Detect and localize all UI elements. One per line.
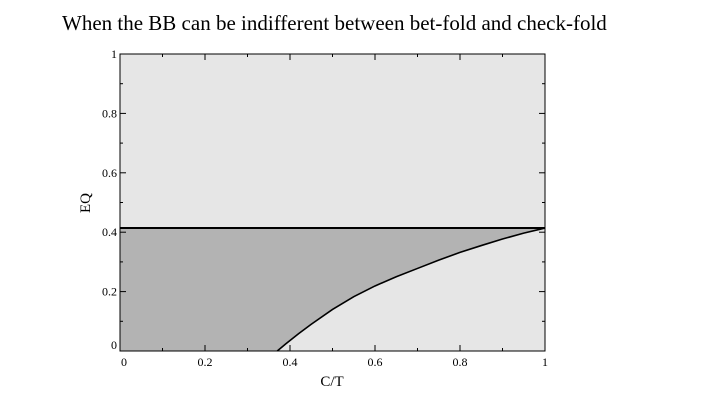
x-tick-label: 0.8 xyxy=(453,355,468,369)
y-axis-label: EQ xyxy=(78,193,94,213)
plot-frame xyxy=(119,53,546,352)
x-tick-label: 0.2 xyxy=(198,355,213,369)
y-tick-label: 0.6 xyxy=(102,166,117,180)
y-tick-label: 1 xyxy=(111,47,117,61)
boundary-curve xyxy=(276,227,546,352)
y-tick-label: 0.4 xyxy=(102,225,117,239)
y-tick-label: 0 xyxy=(111,338,117,352)
x-tick-label: 0 xyxy=(121,355,127,369)
x-tick-label: 0.4 xyxy=(283,355,298,369)
chart-title: When the BB can be indifferent between b… xyxy=(62,11,607,35)
x-axis-label: C/T xyxy=(320,374,343,390)
y-axis-ticks: 0 0.2 0.4 0.6 0.8 1 xyxy=(102,47,545,352)
y-tick-label: 0.8 xyxy=(102,106,117,120)
x-tick-label: 1 xyxy=(542,355,548,369)
y-tick-label: 0.2 xyxy=(102,285,117,299)
x-tick-label: 0.6 xyxy=(368,355,383,369)
indifference-region xyxy=(120,228,545,351)
